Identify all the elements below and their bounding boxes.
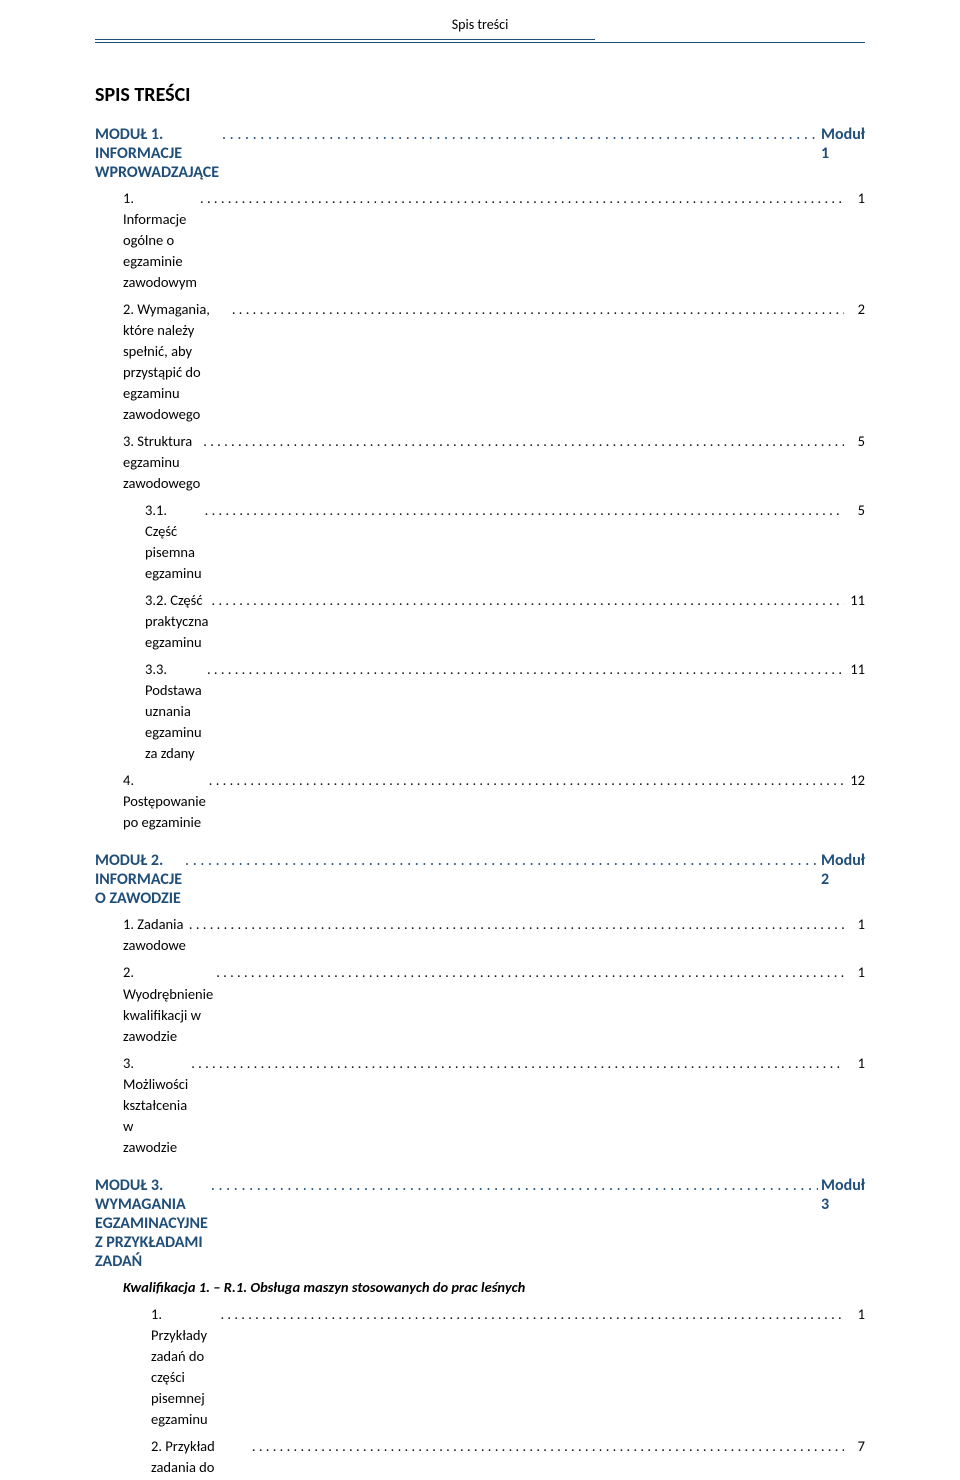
toc-item: 3. Możliwości kształcenia w zawodzie . .…: [95, 1053, 865, 1158]
header-divider-bottom: [95, 42, 865, 43]
leaders: . . . . . . . . . . . . . . . . . . . . …: [222, 125, 818, 144]
toc-page: 11: [847, 590, 865, 611]
toc-page: 1: [847, 1304, 865, 1325]
module-3-title: MODUŁ 3. WYMAGANIA EGZAMINACYJNE Z PRZYK…: [95, 1176, 208, 1271]
toc-label: 1. Zadania zawodowe: [123, 914, 186, 956]
header-label: Spis treści: [95, 16, 865, 33]
leaders: . . . . . . . . . . . . . . . . . . . . …: [216, 962, 844, 983]
leaders: . . . . . . . . . . . . . . . . . . . . …: [203, 431, 844, 452]
toc-label: 3. Struktura egzaminu zawodowego: [123, 431, 200, 494]
toc-item: 1. Informacje ogólne o egzaminie zawodow…: [95, 188, 865, 293]
page-title: SPIS TREŚCI: [95, 83, 865, 107]
leaders: . . . . . . . . . . . . . . . . . . . . …: [232, 299, 844, 320]
toc-page: 1: [847, 1053, 865, 1074]
toc-label: 1. Przykłady zadań do części pisemnej eg…: [151, 1304, 217, 1430]
module-1-title: MODUŁ 1. INFORMACJE WPROWADZAJĄCE: [95, 125, 219, 182]
toc-item: 3.3. Podstawa uznania egzaminu za zdany …: [95, 659, 865, 764]
toc-page: 11: [847, 659, 865, 680]
toc-label: 3.3. Podstawa uznania egzaminu za zdany: [145, 659, 204, 764]
leaders: . . . . . . . . . . . . . . . . . . . . …: [200, 188, 844, 209]
toc-page: 1: [847, 962, 865, 983]
toc-item: 2. Wymagania, które należy spełnić, aby …: [95, 299, 865, 425]
leaders: . . . . . . . . . . . . . . . . . . . . …: [209, 770, 844, 791]
toc-label: 3. Możliwości kształcenia w zawodzie: [123, 1053, 188, 1158]
toc-item: 2. Przykład zadania do części praktyczne…: [95, 1436, 865, 1480]
leaders: . . . . . . . . . . . . . . . . . . . . …: [205, 500, 844, 521]
leaders: . . . . . . . . . . . . . . . . . . . . …: [191, 1053, 844, 1074]
module-3-heading: MODUŁ 3. WYMAGANIA EGZAMINACYJNE Z PRZYK…: [95, 1176, 865, 1271]
toc-item: 1. Zadania zawodowe . . . . . . . . . . …: [95, 914, 865, 956]
toc-page: 7: [847, 1436, 865, 1457]
toc-label: 3.1. Część pisemna egzaminu: [145, 500, 202, 584]
module-1-heading: MODUŁ 1. INFORMACJE WPROWADZAJĄCE . . . …: [95, 125, 865, 182]
toc-page: 2: [847, 299, 865, 320]
toc-page: 1: [847, 914, 865, 935]
toc-page: 12: [847, 770, 865, 791]
toc-item: 4. Postępowanie po egzaminie . . . . . .…: [95, 770, 865, 833]
toc-label: 3.2. Część praktyczna egzaminu: [145, 590, 209, 653]
module-2-ref: Moduł 2: [821, 851, 865, 889]
leaders: . . . . . . . . . . . . . . . . . . . . …: [189, 914, 844, 935]
toc-page: 5: [847, 500, 865, 521]
toc-label: 2. Wymagania, które należy spełnić, aby …: [123, 299, 229, 425]
module-2-title: MODUŁ 2. INFORMACJE O ZAWODZIE: [95, 851, 182, 908]
module-2-heading: MODUŁ 2. INFORMACJE O ZAWODZIE . . . . .…: [95, 851, 865, 908]
leaders: . . . . . . . . . . . . . . . . . . . . …: [220, 1304, 844, 1325]
toc-item: 2. Wyodrębnienie kwalifikacji w zawodzie…: [95, 962, 865, 1046]
leaders: . . . . . . . . . . . . . . . . . . . . …: [185, 851, 818, 870]
toc-item: 3. Struktura egzaminu zawodowego . . . .…: [95, 431, 865, 494]
header-divider-top: [95, 39, 595, 40]
toc-label: 2. Przykład zadania do części praktyczne…: [151, 1436, 249, 1480]
toc-item: 1. Przykłady zadań do części pisemnej eg…: [95, 1304, 865, 1430]
toc-item: 3.2. Część praktyczna egzaminu . . . . .…: [95, 590, 865, 653]
document-page: { "header": { "label": "Spis treści" }, …: [0, 0, 960, 740]
toc-page: 1: [847, 188, 865, 209]
module-1-ref: Moduł 1: [821, 125, 865, 163]
toc-label: 2. Wyodrębnienie kwalifikacji w zawodzie: [123, 962, 213, 1046]
toc-page: 5: [847, 431, 865, 452]
leaders: . . . . . . . . . . . . . . . . . . . . …: [252, 1436, 844, 1457]
toc-label: 4. Postępowanie po egzaminie: [123, 770, 206, 833]
leaders: . . . . . . . . . . . . . . . . . . . . …: [211, 1176, 818, 1195]
module-3-ref: Moduł 3: [821, 1176, 865, 1214]
toc-label: 1. Informacje ogólne o egzaminie zawodow…: [123, 188, 197, 293]
leaders: . . . . . . . . . . . . . . . . . . . . …: [212, 590, 845, 611]
leaders: . . . . . . . . . . . . . . . . . . . . …: [207, 659, 844, 680]
toc-item: 3.1. Część pisemna egzaminu . . . . . . …: [95, 500, 865, 584]
module-3-subheading: Kwalifikacja 1. – R.1. Obsługa maszyn st…: [95, 1277, 865, 1298]
qualification-label: Kwalifikacja 1. – R.1. Obsługa maszyn st…: [123, 1277, 525, 1298]
